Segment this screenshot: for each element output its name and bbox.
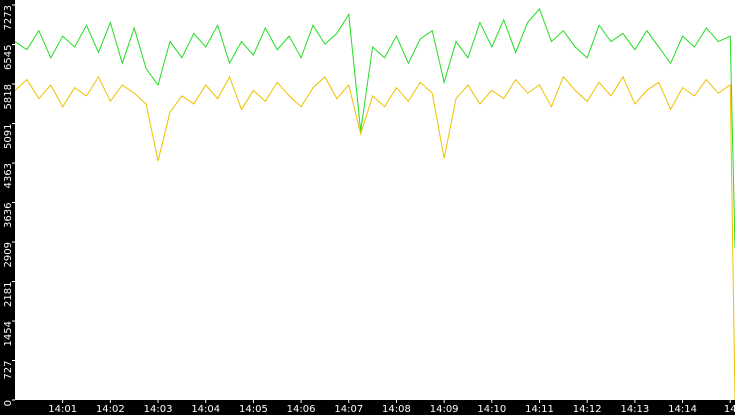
series-line (14, 8, 735, 248)
x-axis-band (0, 400, 735, 415)
x-tick-label: 14:10 (477, 404, 506, 415)
x-tick-label: 14 (724, 404, 735, 415)
y-tick-label: 727 (3, 361, 14, 380)
x-tick-label: 14:04 (191, 404, 220, 415)
x-tick-label: 14:02 (96, 404, 125, 415)
x-tick-label: 14:01 (48, 404, 77, 415)
x-tick-label: 14:09 (430, 404, 459, 415)
y-tick-label: 0 (3, 400, 14, 406)
y-tick-label: 4363 (3, 163, 14, 188)
x-tick-label: 14:07 (334, 404, 363, 415)
y-tick-label: 2181 (3, 282, 14, 307)
series-line (14, 75, 735, 401)
y-tick-label: 6545 (3, 45, 14, 70)
y-tick-label: 1454 (3, 321, 14, 346)
x-tick-label: 14:05 (239, 404, 268, 415)
x-tick-label: 14:03 (144, 404, 173, 415)
y-tick-label: 5091 (3, 124, 14, 149)
y-tick-label: 5818 (3, 84, 14, 109)
x-tick-label: 14:11 (525, 404, 554, 415)
x-tick-label: 14:14 (668, 404, 697, 415)
y-tick-label: 3636 (3, 203, 14, 228)
x-tick-label: 14:12 (573, 404, 602, 415)
y-tick-label: 2909 (3, 242, 14, 267)
y-axis-band (0, 0, 15, 415)
x-tick-label: 14:06 (287, 404, 316, 415)
x-tick-label: 14:13 (620, 404, 649, 415)
x-tick-label: 14:08 (382, 404, 411, 415)
y-tick-label: 7273 (3, 5, 14, 30)
